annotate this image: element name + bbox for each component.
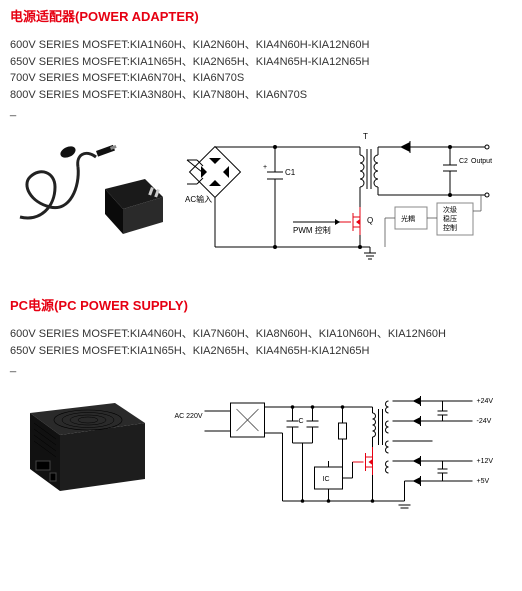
rail-1: -24V: [477, 418, 492, 425]
optocoupler-label: 光耦: [401, 214, 415, 223]
c1-label: C1: [285, 168, 296, 177]
section1-title-en: (POWER ADAPTER): [75, 9, 199, 24]
section1-spec-3: 800V SERIES MOSFET:KIA3N80H、KIA7N80H、KIA…: [10, 87, 512, 104]
section1-spec-2: 700V SERIES MOSFET:KIA6N70H、KIA6N70S: [10, 70, 512, 87]
psu-schematic: AC 220V C: [168, 383, 512, 513]
mosfet-q-icon: [340, 207, 360, 235]
mosfet-q-label: Q: [367, 216, 373, 225]
sec-reg-label-0: 次级: [443, 205, 457, 214]
ac220-label: AC 220V: [175, 413, 203, 420]
sec-reg-label-1: 稳压: [443, 214, 457, 223]
ac-in-label: AC输入: [185, 194, 212, 204]
rail-2: +12V: [477, 458, 494, 465]
section1-dash: _: [10, 105, 512, 117]
c2-label: C2: [459, 158, 468, 165]
output-label: Output: [471, 158, 492, 165]
pwm-label: PWM 控制: [293, 225, 331, 235]
section1-spec-1: 650V SERIES MOSFET:KIA1N65H、KIA2N65H、KIA…: [10, 54, 512, 71]
rail-3: +5V: [477, 478, 490, 485]
section1-spec-0: 600V SERIES MOSFET:KIA1N60H、KIA2N60H、KIA…: [10, 37, 512, 54]
svg-text:+: +: [263, 164, 267, 171]
section2-figure-row: AC 220V C: [10, 383, 512, 513]
section-pc-power-supply: PC电源(PC POWER SUPPLY) 600V SERIES MOSFET…: [10, 295, 512, 513]
rail-0: +24V: [477, 398, 494, 405]
section1-title-cn: 电源适配器: [10, 9, 75, 24]
cap-c-label: C: [299, 418, 304, 425]
sec-reg-label-2: 控制: [443, 223, 457, 232]
xfmr-label: T: [363, 132, 368, 141]
section2-dash: _: [10, 361, 512, 373]
section2-spec-1: 650V SERIES MOSFET:KIA1N65H、KIA2N65H、KIA…: [10, 343, 512, 360]
section2-title: PC电源(PC POWER SUPPLY): [10, 295, 512, 314]
section2-spec-0: 600V SERIES MOSFET:KIA4N60H、KIA7N60H、KIA…: [10, 326, 512, 343]
adapter-product-image: [10, 127, 170, 247]
section1-title: 电源适配器(POWER ADAPTER): [10, 6, 512, 25]
section2-title-en: (PC POWER SUPPLY): [54, 298, 188, 313]
section2-title-cn: PC电源: [10, 298, 54, 313]
section-power-adapter: 电源适配器(POWER ADAPTER) 600V SERIES MOSFET:…: [10, 6, 512, 267]
adapter-schematic: AC输入 C1 + T: [178, 127, 512, 267]
section1-figure-row: AC输入 C1 + T: [10, 127, 512, 267]
psu-product-image: [10, 383, 160, 503]
psu-mosfet-icon: [353, 447, 373, 475]
ic-label: IC: [323, 476, 330, 483]
